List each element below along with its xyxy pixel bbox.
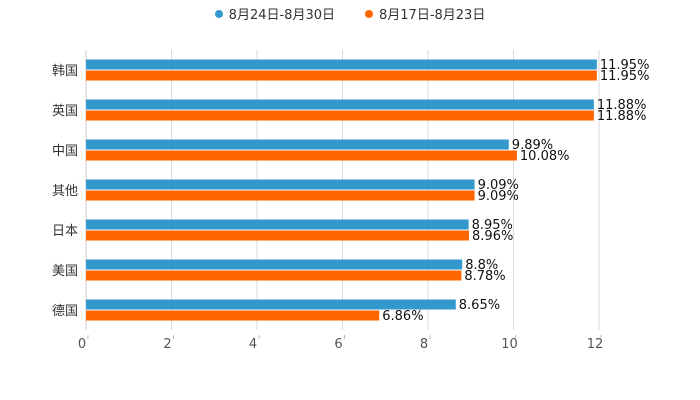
bar — [86, 70, 597, 81]
legend-item-series-1[interactable]: 8月24日-8月30日 — [214, 4, 335, 23]
bar — [86, 110, 594, 121]
data-label: 11.95% — [600, 58, 650, 73]
data-label: 11.95% — [600, 69, 650, 84]
data-label: 9.89% — [512, 138, 553, 153]
legend-marker-series-2 — [365, 9, 373, 18]
bar — [86, 150, 517, 161]
bar — [86, 99, 594, 110]
data-label: 8.95% — [472, 218, 513, 233]
data-label: 8.8% — [465, 258, 498, 273]
x-tick-label: 6 — [334, 337, 342, 352]
data-label: 8.78% — [464, 269, 505, 284]
bar — [86, 270, 462, 281]
data-label: 11.88% — [597, 98, 647, 113]
bar — [86, 259, 463, 270]
legend-label-series-1: 8月24日-8月30日 — [228, 8, 335, 23]
bar — [86, 219, 469, 230]
x-tick-label: 0 — [78, 337, 86, 352]
data-label: 8.65% — [459, 298, 500, 313]
x-tick-label: 10 — [501, 337, 518, 352]
bar — [86, 190, 475, 201]
bar — [86, 179, 475, 190]
y-category-label: 韩国 — [52, 64, 78, 79]
x-tick-label: 2 — [163, 337, 171, 352]
data-label: 8.96% — [472, 229, 513, 244]
bar — [86, 59, 597, 70]
x-tick-label: 8 — [420, 337, 428, 352]
data-label: 9.09% — [478, 178, 519, 193]
bar — [86, 230, 470, 241]
y-category-label: 德国 — [52, 304, 78, 319]
bar — [86, 310, 380, 321]
x-tick-label: 4 — [249, 337, 257, 352]
y-category-label: 英国 — [52, 104, 78, 119]
legend-item-series-2[interactable]: 8月17日-8月23日 — [365, 4, 485, 23]
data-label: 9.09% — [478, 189, 519, 204]
y-category-label: 其他 — [52, 184, 78, 199]
legend-marker-series-1 — [214, 9, 223, 18]
x-tick-label: 12 — [587, 337, 604, 352]
y-category-label: 日本 — [52, 224, 78, 239]
data-label: 6.86% — [382, 309, 423, 324]
legend: 8月24日-8月30日 8月17日-8月23日 — [0, 4, 700, 23]
legend-label-series-2: 8月17日-8月23日 — [379, 8, 486, 23]
bar — [86, 139, 509, 150]
data-label: 10.08% — [520, 149, 570, 164]
y-category-label: 中国 — [52, 144, 78, 159]
y-category-label: 美国 — [52, 264, 78, 279]
data-label: 11.88% — [597, 109, 647, 124]
bar — [86, 299, 456, 310]
